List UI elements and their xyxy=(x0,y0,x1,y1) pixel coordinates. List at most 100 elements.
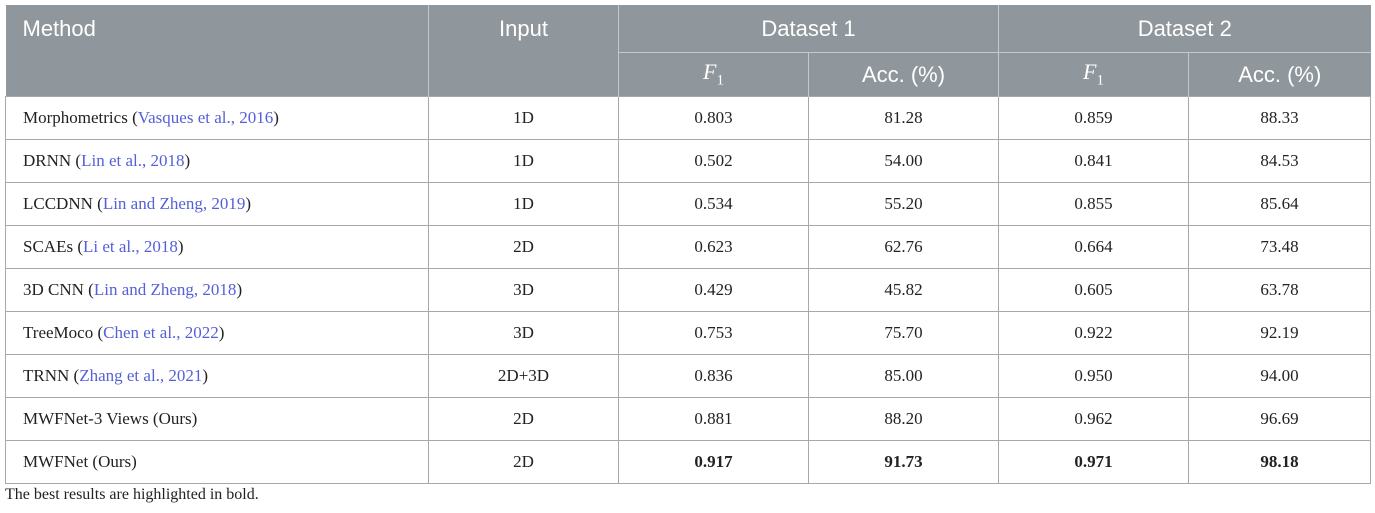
method-name: MWFNet (Ours) xyxy=(23,452,137,471)
method-cell: 3D CNN (Lin and Zheng, 2018) xyxy=(5,268,429,312)
subheader-cell: Acc. (%) xyxy=(1188,52,1371,97)
input-cell: 1D xyxy=(428,96,619,140)
citation-link[interactable]: Chen et al., 2022 xyxy=(103,323,219,342)
method-name: SCAEs ( xyxy=(23,237,83,256)
value-cell: 73.48 xyxy=(1188,225,1372,269)
table-row: MWFNet (Ours) 2D 0.917 91.73 0.971 98.18 xyxy=(5,440,1372,484)
citation-close: ) xyxy=(245,194,252,213)
citation-link[interactable]: Li et al., 2018 xyxy=(82,237,178,256)
value-cell: 0.753 xyxy=(618,311,809,355)
value-cell: 0.859 xyxy=(998,96,1190,140)
value-cell: 54.00 xyxy=(807,139,1000,183)
table-head: Method Input Dataset 1 Dataset 2 F1 Acc. … xyxy=(5,5,1371,97)
f1-symbol: F1 xyxy=(1083,59,1104,88)
input-cell: 3D xyxy=(428,268,619,312)
table-row: DRNN (Lin et al., 2018) 1D 0.502 54.00 0.841… xyxy=(5,139,1372,183)
value-cell: 75.70 xyxy=(807,311,1000,355)
subheader-cell: Acc. (%) xyxy=(807,52,999,97)
value-cell: 0.664 xyxy=(998,225,1190,269)
citation-link[interactable]: Zhang et al., 2021 xyxy=(79,366,203,385)
table-body: Morphometrics (Vasques et al., 2016) 1D 0.… xyxy=(5,96,1372,484)
header-row: Method Input Dataset 1 Dataset 2 xyxy=(5,5,1371,53)
table-row: TreeMoco (Chen et al., 2022) 3D 0.753 75.70… xyxy=(5,311,1372,355)
citation-close: ) xyxy=(184,151,191,170)
citation-link[interactable]: Vasques et al., 2016 xyxy=(137,108,274,127)
value-cell: 0.841 xyxy=(998,139,1190,183)
method-name: 3D CNN ( xyxy=(23,280,94,299)
method-name: DRNN ( xyxy=(23,151,82,170)
method-cell: MWFNet-3 Views (Ours) xyxy=(5,397,429,441)
method-cell: TreeMoco (Chen et al., 2022) xyxy=(5,311,429,355)
input-cell: 3D xyxy=(428,311,619,355)
value-cell: 98.18 xyxy=(1188,440,1372,484)
value-cell: 63.78 xyxy=(1188,268,1372,312)
method-cell: MWFNet (Ours) xyxy=(5,440,429,484)
symbol: F xyxy=(1083,59,1097,85)
header-cell: Dataset 1 xyxy=(617,5,999,53)
header-cell xyxy=(5,52,429,97)
citation-close: ) xyxy=(202,366,209,385)
value-cell: 0.836 xyxy=(618,354,809,398)
value-cell: 92.19 xyxy=(1188,311,1372,355)
header-cell: Method xyxy=(5,5,429,53)
method-name: TRNN ( xyxy=(23,366,80,385)
citation-close: ) xyxy=(218,323,225,342)
method-name: Morphometrics ( xyxy=(23,108,138,127)
table-row: Morphometrics (Vasques et al., 2016) 1D 0.… xyxy=(5,96,1372,140)
citation-close: ) xyxy=(236,280,243,299)
method-cell: TRNN (Zhang et al., 2021) xyxy=(5,354,429,398)
input-cell: 2D xyxy=(428,440,619,484)
citation-close: ) xyxy=(177,237,184,256)
value-cell: 0.623 xyxy=(618,225,809,269)
table-row: 3D CNN (Lin and Zheng, 2018) 3D 0.429 45.82… xyxy=(5,268,1372,312)
subscript: 1 xyxy=(1096,72,1104,89)
value-cell: 88.33 xyxy=(1188,96,1372,140)
value-cell: 84.53 xyxy=(1188,139,1372,183)
f1-symbol: F1 xyxy=(703,59,724,88)
table-row: SCAEs (Li et al., 2018) 2D 0.623 62.76 0.664… xyxy=(5,225,1372,269)
input-cell: 2D xyxy=(428,225,619,269)
input-cell: 1D xyxy=(428,182,619,226)
value-cell: 0.429 xyxy=(618,268,809,312)
input-cell: 1D xyxy=(428,139,619,183)
citation-link[interactable]: Lin and Zheng, 2019 xyxy=(102,194,246,213)
table-row: LCCDNN (Lin and Zheng, 2019) 1D 0.534 55.20… xyxy=(5,182,1372,226)
subheader-row: F1 Acc. (%) F1 Acc. (%) xyxy=(5,52,1371,97)
subscript: 1 xyxy=(716,72,724,89)
results-table: Method Input Dataset 1 Dataset 2 F1 Acc. … xyxy=(5,5,1372,484)
input-cell: 2D+3D xyxy=(428,354,619,398)
method-name: LCCDNN ( xyxy=(23,194,103,213)
value-cell: 0.922 xyxy=(998,311,1190,355)
footnote: The best results are highlighted in bold… xyxy=(5,486,259,503)
symbol: F xyxy=(703,59,717,85)
table-row: MWFNet-3 Views (Ours) 2D 0.881 88.20 0.962 96… xyxy=(5,397,1372,441)
method-cell: Morphometrics (Vasques et al., 2016) xyxy=(5,96,429,140)
value-cell: 0.971 xyxy=(998,440,1190,484)
value-cell: 0.803 xyxy=(618,96,809,140)
value-cell: 0.502 xyxy=(618,139,809,183)
value-cell: 94.00 xyxy=(1188,354,1372,398)
input-cell: 2D xyxy=(428,397,619,441)
citation-link[interactable]: Lin et al., 2018 xyxy=(81,151,185,170)
citation-close: ) xyxy=(273,108,279,127)
table-row: TRNN (Zhang et al., 2021) 2D+3D 0.836 85.00… xyxy=(5,354,1372,398)
method-cell: DRNN (Lin et al., 2018) xyxy=(5,139,429,183)
header-cell: Input xyxy=(428,5,619,53)
value-cell: 55.20 xyxy=(807,182,1000,226)
method-name: TreeMoco ( xyxy=(23,323,104,342)
citation-link[interactable]: Lin and Zheng, 2018 xyxy=(93,280,237,299)
value-cell: 85.64 xyxy=(1188,182,1372,226)
method-cell: SCAEs (Li et al., 2018) xyxy=(5,225,429,269)
value-cell: 81.28 xyxy=(807,96,1000,140)
value-cell: 0.605 xyxy=(998,268,1190,312)
value-cell: 45.82 xyxy=(807,268,1000,312)
value-cell: 0.917 xyxy=(618,440,809,484)
method-cell: LCCDNN (Lin and Zheng, 2019) xyxy=(5,182,429,226)
method-name: MWFNet-3 Views (Ours) xyxy=(23,409,198,428)
value-cell: 62.76 xyxy=(807,225,1000,269)
value-cell: 91.73 xyxy=(807,440,1000,484)
header-cell: Dataset 2 xyxy=(998,5,1371,53)
value-cell: 0.534 xyxy=(618,182,809,226)
value-cell: 0.855 xyxy=(998,182,1190,226)
